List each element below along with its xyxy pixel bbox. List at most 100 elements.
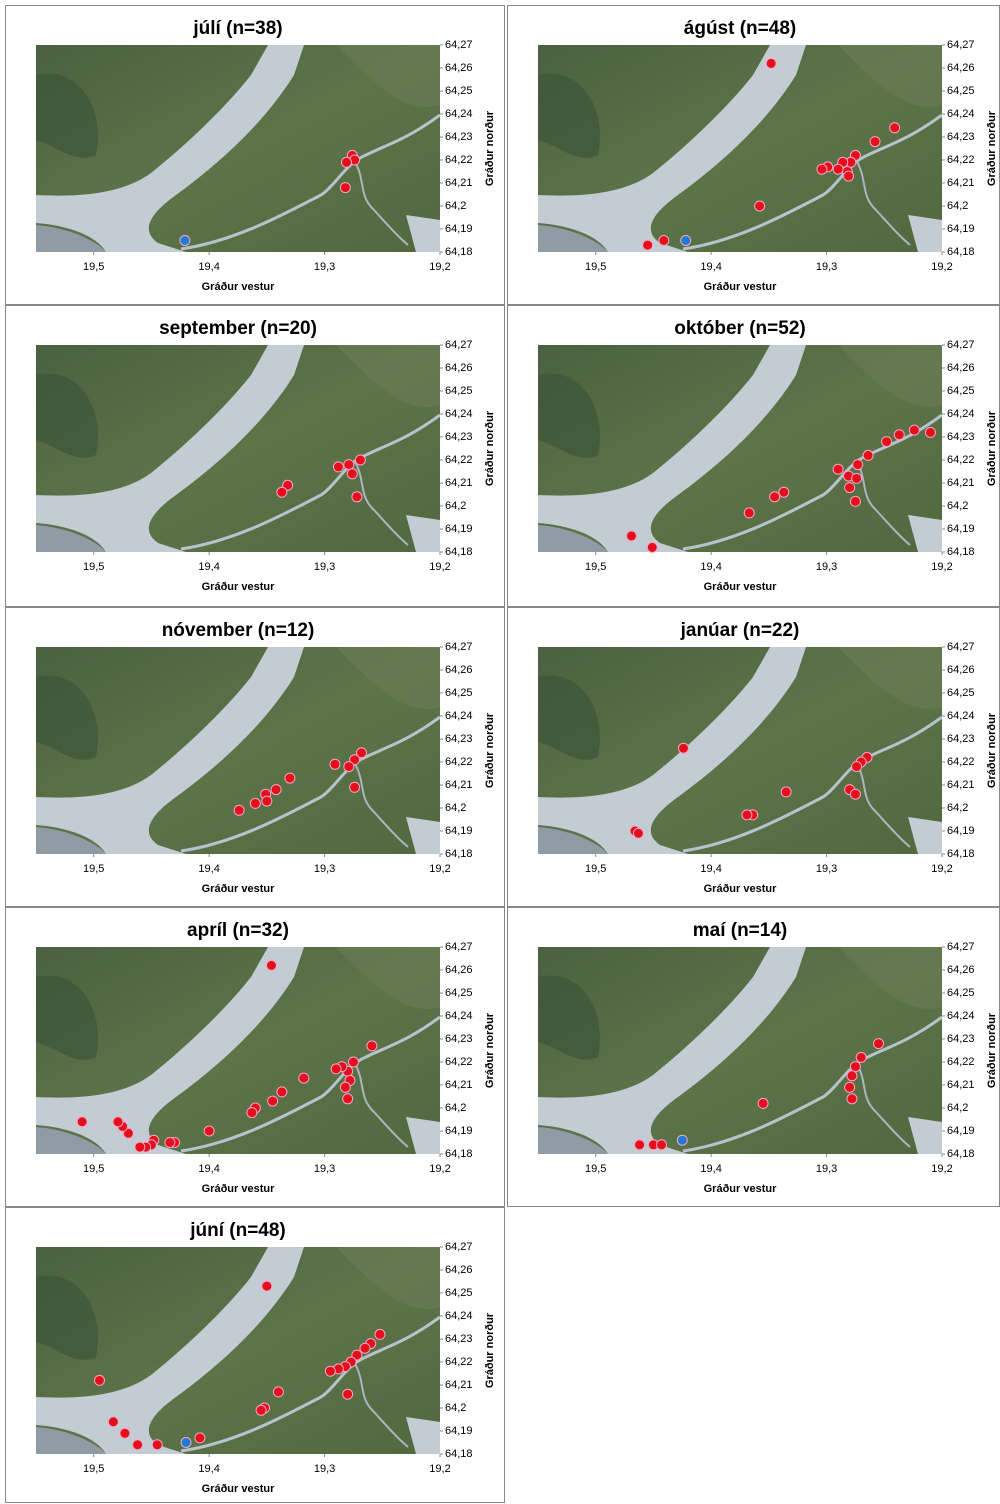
y-tick-label: 64,23 <box>445 1033 473 1045</box>
data-point <box>273 1387 283 1397</box>
y-tick-label: 64,19 <box>445 223 473 235</box>
y-tick-label: 64,18 <box>445 246 473 258</box>
x-tick-label: 19,2 <box>429 1163 450 1175</box>
x-tick-label: 19,3 <box>314 1463 335 1475</box>
data-point <box>633 828 643 838</box>
x-tick-label: 19,2 <box>931 863 952 875</box>
y-tick-label: 64,19 <box>445 825 473 837</box>
data-point <box>852 473 862 483</box>
x-tick-label: 19,5 <box>83 1463 104 1475</box>
data-point <box>344 460 354 470</box>
x-tick-label: 19,5 <box>585 261 606 273</box>
x-tick-label: 19,4 <box>700 561 721 573</box>
x-tick-label: 19,4 <box>198 1163 219 1175</box>
x-tick-label: 19,4 <box>700 1163 721 1175</box>
data-point <box>850 496 860 506</box>
chart-title: janúar (n=22) <box>680 620 800 641</box>
data-point <box>647 542 657 552</box>
map-background <box>36 1247 440 1454</box>
data-point <box>113 1117 123 1127</box>
y-axis-label: Gráður norður <box>986 1012 998 1088</box>
y-tick-label: 64,18 <box>445 848 473 860</box>
data-point <box>343 1094 353 1104</box>
y-tick-label: 64,18 <box>947 246 975 258</box>
data-point <box>770 492 780 502</box>
y-tick-label: 64,18 <box>445 1148 473 1160</box>
data-point <box>643 240 653 250</box>
y-tick-label: 64,24 <box>445 1010 473 1022</box>
y-tick-label: 64,2 <box>947 802 968 814</box>
y-tick-label: 64,27 <box>445 941 473 953</box>
x-tick-label: 19,2 <box>931 561 952 573</box>
data-point <box>285 773 295 783</box>
y-tick-label: 64,24 <box>947 1010 975 1022</box>
x-tick-label: 19,2 <box>429 261 450 273</box>
x-axis-label: Gráður vestur <box>704 281 777 293</box>
data-point <box>367 1041 377 1051</box>
y-tick-label: 64,22 <box>445 454 473 466</box>
map-background <box>36 45 440 252</box>
map-background <box>538 345 942 552</box>
y-tick-label: 64,25 <box>947 385 975 397</box>
x-tick-label: 19,3 <box>314 863 335 875</box>
y-tick-label: 64,24 <box>445 710 473 722</box>
data-point <box>331 1064 341 1074</box>
y-tick-label: 64,19 <box>445 1425 473 1437</box>
y-tick-label: 64,18 <box>947 1148 975 1160</box>
x-tick-label: 19,3 <box>816 863 837 875</box>
y-tick-label: 64,18 <box>947 546 975 558</box>
x-tick-label: 19,2 <box>931 261 952 273</box>
data-point <box>360 1343 370 1353</box>
data-point <box>120 1428 130 1438</box>
data-point <box>277 1087 287 1097</box>
data-point <box>348 1057 358 1067</box>
y-tick-label: 64,23 <box>445 431 473 443</box>
data-point <box>833 164 843 174</box>
y-tick-label: 64,25 <box>445 85 473 97</box>
data-point <box>909 425 919 435</box>
data-point <box>856 1052 866 1062</box>
data-point <box>271 785 281 795</box>
y-tick-label: 64,27 <box>445 39 473 51</box>
data-point <box>659 236 669 246</box>
data-point <box>342 157 352 167</box>
data-point <box>256 1405 266 1415</box>
data-point <box>817 164 827 174</box>
x-tick-label: 19,4 <box>700 261 721 273</box>
data-point <box>847 1094 857 1104</box>
data-point <box>925 427 935 437</box>
y-tick-label: 64,2 <box>445 500 466 512</box>
x-axis-label: Gráður vestur <box>704 1183 777 1195</box>
y-tick-label: 64,19 <box>947 1125 975 1137</box>
y-tick-label: 64,19 <box>947 523 975 535</box>
x-axis-label: Gráður vestur <box>202 281 275 293</box>
y-tick-label: 64,27 <box>947 39 975 51</box>
data-point <box>657 1140 667 1150</box>
x-tick-label: 19,2 <box>429 863 450 875</box>
data-point <box>833 464 843 474</box>
y-tick-label: 64,22 <box>947 454 975 466</box>
x-tick-label: 19,3 <box>314 561 335 573</box>
y-tick-label: 64,22 <box>445 1356 473 1368</box>
map-background <box>538 45 942 252</box>
data-point <box>325 1366 335 1376</box>
y-tick-label: 64,19 <box>947 825 975 837</box>
data-point <box>350 782 360 792</box>
y-axis-label: Gráður norður <box>484 110 496 186</box>
y-tick-label: 64,24 <box>947 710 975 722</box>
y-tick-label: 64,26 <box>445 964 473 976</box>
chart-title: maí (n=14) <box>693 920 788 941</box>
y-tick-label: 64,2 <box>445 1402 466 1414</box>
y-tick-label: 64,21 <box>445 1079 473 1091</box>
y-tick-label: 64,26 <box>445 62 473 74</box>
y-tick-label: 64,27 <box>445 339 473 351</box>
y-tick-label: 64,27 <box>947 941 975 953</box>
y-tick-label: 64,23 <box>947 131 975 143</box>
y-tick-label: 64,24 <box>445 408 473 420</box>
data-point <box>853 460 863 470</box>
y-tick-label: 64,18 <box>445 1448 473 1460</box>
x-tick-label: 19,2 <box>429 561 450 573</box>
chart-title: september (n=20) <box>159 318 317 339</box>
page: júlí (n=38)19,519,419,319,264,2764,2664,… <box>0 0 1000 1504</box>
data-point <box>343 1389 353 1399</box>
